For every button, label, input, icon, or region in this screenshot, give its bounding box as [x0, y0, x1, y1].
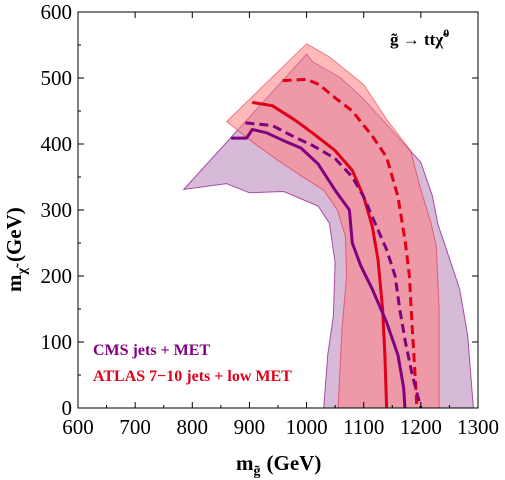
- x-tick-label: 1100: [343, 415, 384, 439]
- x-tick-label: 1000: [286, 415, 328, 439]
- axis-ticks: 600 700 800 900 1000 1100 1200 1300 0 100 200 300 40…: [41, 0, 500, 439]
- legend-cms: CMS jets + MET: [93, 342, 210, 359]
- y-tick-label: 400: [41, 132, 73, 156]
- y-tick-label: 100: [41, 330, 73, 354]
- y-tick-label: 0: [62, 396, 73, 420]
- y-tick-label: 500: [41, 66, 73, 90]
- exclusion-bands: [182, 43, 474, 409]
- process-label: g̃ → ttχ̃0: [390, 26, 449, 49]
- y-axis-label: mχ̃(GeV): [2, 207, 30, 292]
- y-tick-label: 300: [41, 198, 73, 222]
- legend-atlas: ATLAS 7−10 jets + low MET: [93, 368, 292, 385]
- x-axis-label: mg̃ (GeV): [236, 451, 321, 479]
- x-tick-label: 1300: [457, 415, 499, 439]
- x-tick-label: 900: [234, 415, 266, 439]
- exclusion-curves: [231, 77, 423, 409]
- cms-observed-limit-line: [231, 128, 407, 409]
- x-tick-label: 600: [62, 415, 94, 439]
- y-tick-label: 200: [41, 264, 73, 288]
- x-tick-label: 700: [119, 415, 151, 439]
- atlas-expected-limit-line: [282, 77, 419, 409]
- x-tick-label: 800: [177, 415, 209, 439]
- y-tick-label: 600: [41, 0, 73, 24]
- x-tick-label: 1200: [400, 415, 442, 439]
- cms-expected-limit-line: [245, 121, 423, 409]
